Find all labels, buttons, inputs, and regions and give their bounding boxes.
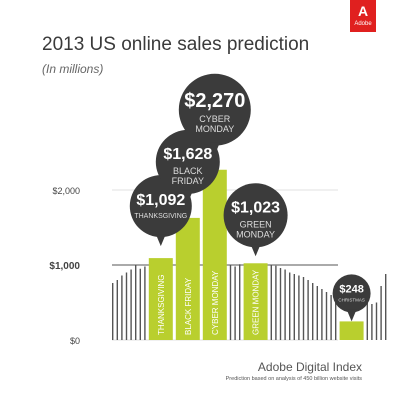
bar-thanksgiving bbox=[148, 258, 173, 340]
callout-bubble-green-monday bbox=[223, 183, 288, 248]
callout-label-green-monday-1: MONDAY bbox=[236, 229, 275, 239]
chart-subtitle: (In millions) bbox=[42, 62, 104, 76]
callout-label-christmas-0: CHRISTMAS bbox=[338, 297, 365, 302]
y-tick-label-2: $2,000 bbox=[52, 186, 80, 196]
daily-bar-27 bbox=[325, 292, 328, 340]
callout-value-cyber-monday: $2,270 bbox=[184, 90, 245, 112]
callout-bubble-cyber-monday bbox=[178, 73, 251, 146]
callout-value-black-friday: $1,628 bbox=[163, 146, 212, 163]
daily-bar-26 bbox=[321, 289, 323, 340]
callout-value-thanksgiving: $1,092 bbox=[136, 192, 185, 209]
callout-pointer-christmas bbox=[346, 309, 357, 322]
daily-bar-20 bbox=[293, 274, 295, 340]
callout-value-green-monday: $1,023 bbox=[231, 199, 280, 216]
adobe-logo: A Adobe bbox=[350, 0, 376, 32]
daily-bar-32 bbox=[371, 304, 373, 340]
daily-bar-33 bbox=[375, 302, 378, 340]
callout-pointer-thanksgiving bbox=[155, 234, 166, 247]
callout-pointer-black-friday bbox=[182, 190, 193, 203]
callout-pointer-cyber-monday bbox=[209, 142, 220, 155]
daily-bar-12 bbox=[234, 266, 236, 340]
daily-bar-35 bbox=[385, 274, 387, 340]
bar-label-cyber-monday: CYBER MONDAY bbox=[211, 270, 220, 335]
callout-pointer-green-monday bbox=[250, 244, 261, 257]
adobe-logo-glyph: A bbox=[357, 3, 369, 19]
daily-bar-17 bbox=[279, 268, 282, 340]
daily-bar-24 bbox=[312, 283, 314, 340]
daily-bar-4 bbox=[130, 269, 132, 340]
daily-bar-34 bbox=[380, 286, 382, 340]
daily-bar-19 bbox=[289, 272, 291, 340]
callout-label-black-friday-1: FRIDAY bbox=[172, 176, 204, 186]
bar-green-monday bbox=[243, 263, 268, 340]
daily-bar-25 bbox=[316, 286, 318, 340]
bar-christmas bbox=[339, 321, 364, 340]
daily-bar-11 bbox=[229, 265, 232, 340]
daily-bar-15 bbox=[270, 265, 272, 340]
y-tick-label-1: $1,000 bbox=[49, 261, 80, 272]
daily-bar-29 bbox=[335, 298, 337, 340]
daily-bar-7 bbox=[144, 266, 146, 340]
callout-label-cyber-monday-1: MONDAY bbox=[195, 124, 234, 134]
adobe-logo-word: Adobe bbox=[354, 21, 372, 27]
chart-title: 2013 US online sales prediction bbox=[42, 34, 310, 55]
bar-black-friday bbox=[175, 217, 200, 340]
daily-bar-28 bbox=[330, 295, 332, 340]
callout-label-black-friday-0: BLACK bbox=[173, 166, 203, 176]
footer-note: Prediction based on analysis of 450 bill… bbox=[225, 376, 362, 382]
daily-bar-23 bbox=[307, 280, 309, 340]
daily-bar-2 bbox=[121, 275, 123, 340]
callout-label-thanksgiving-0: THANKSGIVING bbox=[134, 213, 187, 220]
callout-label-green-monday-0: GREEN bbox=[240, 219, 272, 229]
daily-bar-22 bbox=[302, 277, 305, 340]
daily-bar-6 bbox=[139, 268, 141, 340]
callout-bubble-black-friday bbox=[155, 129, 220, 194]
bar-label-green-monday: GREEN MONDAY bbox=[252, 269, 261, 335]
footer-brand: Adobe Digital Index bbox=[257, 360, 362, 374]
callout-label-cyber-monday-0: CYBER bbox=[199, 114, 231, 124]
daily-bar-1 bbox=[116, 280, 118, 340]
bar-label-thanksgiving: THANKSGIVING bbox=[157, 275, 166, 335]
daily-bar-5 bbox=[135, 265, 137, 340]
daily-bar-16 bbox=[275, 265, 277, 340]
daily-bar-3 bbox=[125, 272, 128, 340]
daily-bar-13 bbox=[239, 264, 241, 340]
daily-bar-21 bbox=[298, 275, 300, 340]
bar-cyber-monday bbox=[202, 169, 227, 340]
daily-bar-31 bbox=[366, 299, 368, 340]
bar-label-black-friday: BLACK FRIDAY bbox=[184, 277, 193, 335]
y-tick-label-0: $0 bbox=[70, 336, 80, 346]
callout-bubble-christmas bbox=[332, 274, 371, 313]
daily-bar-18 bbox=[284, 269, 286, 340]
callout-value-christmas: $248 bbox=[339, 283, 363, 295]
daily-bar-0 bbox=[112, 283, 114, 340]
